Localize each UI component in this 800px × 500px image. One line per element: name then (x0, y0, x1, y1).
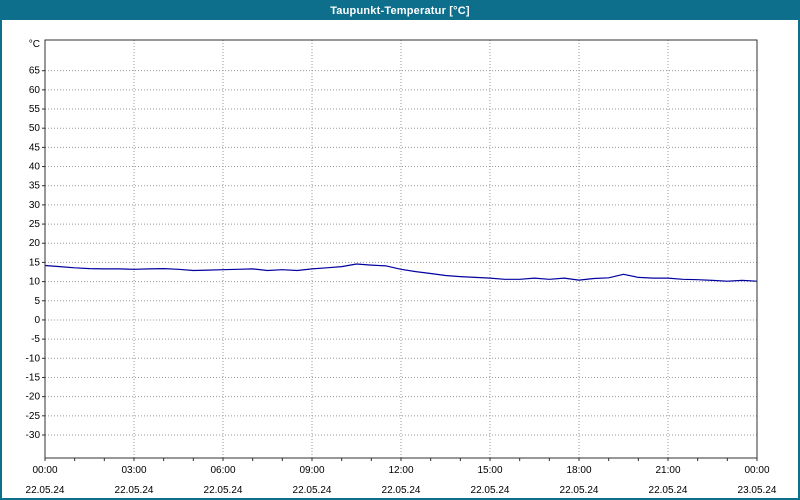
x-tick-time-label: 00:00 (32, 465, 57, 476)
y-tick-label: 40 (29, 162, 41, 173)
y-tick-label: -15 (26, 372, 41, 383)
y-tick-label: 30 (29, 200, 41, 211)
x-tick-time-label: 15:00 (477, 465, 502, 476)
x-tick-date-label: 22.05.24 (560, 485, 599, 496)
x-axis-labels: 00:00 22.05.24 03:00 22.05.24 06:00 22.05.24 0… (26, 465, 777, 496)
x-tick-date-label: 22.05.24 (115, 485, 154, 496)
y-tick-label: 65 (29, 66, 41, 77)
x-tick-time-label: 00:00 (744, 465, 769, 476)
y-tick-label: 55 (29, 104, 41, 115)
x-tick-date-label: 22.05.24 (649, 485, 688, 496)
y-tick-label: -25 (26, 411, 41, 422)
x-tick-date-label: 22.05.24 (204, 485, 243, 496)
y-tick-label: -10 (26, 353, 41, 364)
x-tick-time-label: 18:00 (566, 465, 591, 476)
x-tick-date-label: 23.05.24 (738, 485, 777, 496)
window-title: Taupunkt-Temperatur [°C] (330, 5, 470, 17)
y-tick-label: 15 (29, 257, 41, 268)
y-tick-label: -5 (31, 334, 40, 345)
chart-area: -30 -25 -20 -15 -10 -5 0 5 10 15 20 25 30 35 40 45 50 55 6… (2, 20, 798, 498)
x-tick-date-label: 22.05.24 (471, 485, 510, 496)
x-tick-date-label: 22.05.24 (293, 485, 332, 496)
x-tick-date-label: 22.05.24 (382, 485, 421, 496)
chart-svg: -30 -25 -20 -15 -10 -5 0 5 10 15 20 25 30 35 40 45 50 55 6… (26, 39, 777, 496)
x-tick-time-label: 09:00 (299, 465, 324, 476)
grid-lines (45, 40, 757, 458)
plot-border (44, 39, 758, 459)
y-tick-label: -20 (26, 392, 41, 403)
data-line-group (44, 263, 758, 282)
window-titlebar: Taupunkt-Temperatur [°C] (2, 2, 798, 20)
y-tick-label: -30 (26, 430, 41, 441)
y-tick-label: 45 (29, 142, 41, 153)
axis-ticks (42, 70, 758, 461)
y-axis-labels: -30 -25 -20 -15 -10 -5 0 5 10 15 20 25 30 35 40 45 50 55 6… (26, 39, 41, 441)
x-tick-date-label: 22.05.24 (26, 485, 65, 496)
x-tick-time-label: 12:00 (388, 465, 413, 476)
x-tick-time-label: 06:00 (210, 465, 235, 476)
y-axis-unit-label: °C (29, 39, 40, 50)
x-tick-time-label: 21:00 (655, 465, 680, 476)
y-tick-label: 5 (34, 296, 40, 307)
dewpoint-temperature-line (44, 263, 758, 282)
y-tick-label: 35 (29, 181, 41, 192)
y-tick-label: 10 (29, 277, 41, 288)
x-tick-time-label: 03:00 (121, 465, 146, 476)
y-tick-label: 60 (29, 85, 41, 96)
y-tick-label: 25 (29, 219, 41, 230)
y-tick-label: 50 (29, 123, 41, 134)
y-tick-label: 0 (34, 315, 40, 326)
y-tick-label: 20 (29, 238, 41, 249)
